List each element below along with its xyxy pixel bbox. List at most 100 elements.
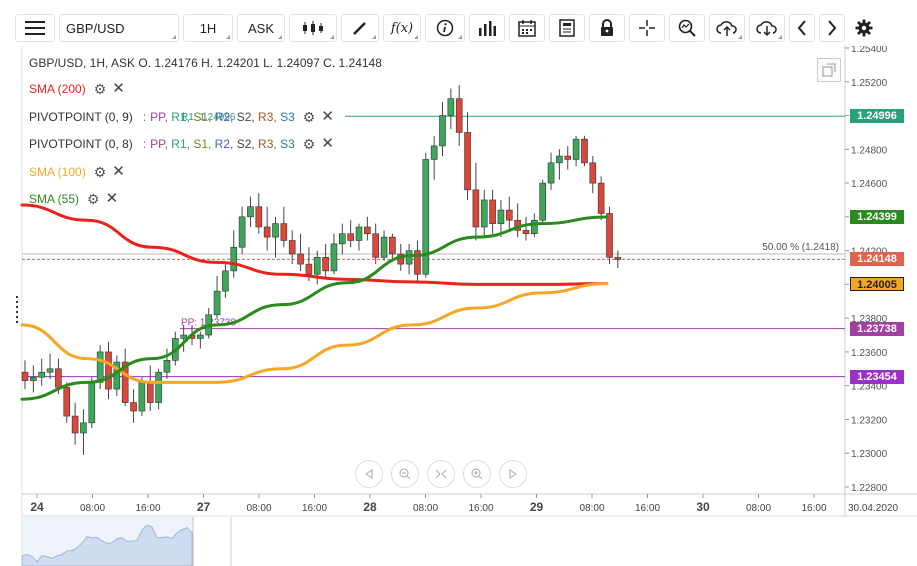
candle-body [355,226,363,241]
price-tag: 1.23738 [850,321,904,336]
gear-icon [855,19,873,37]
pivot-level-r1: R1, [171,137,194,151]
time-tick-label: 16:00 [635,503,660,514]
candle-body [46,368,54,373]
legend-sma-55: SMA (55) ⚙ ✕ [29,190,119,207]
price-tick-label: 1.25200 [851,78,888,89]
settings-button[interactable] [849,14,879,42]
sma-line [20,282,609,384]
price-tick-label: 1.23400 [851,382,888,393]
gear-icon[interactable]: ⚙ [93,81,107,97]
scroll-right-button[interactable] [819,14,845,42]
reset-zoom-icon [435,469,447,479]
symbol-label: GBP/USD [66,20,125,36]
candle-body [380,236,388,258]
timeframe-select[interactable]: 1H [183,14,233,42]
candle-body [389,236,396,255]
chart-type-button[interactable] [289,14,337,42]
candle-body [38,371,46,378]
candle-body [464,132,471,191]
candlestick-icon [303,21,323,35]
pivot-level-pp: PP, [150,137,172,151]
candle-body [447,98,455,116]
candle-body [222,270,229,292]
zoom-out-icon [399,468,411,480]
candle-body [63,387,71,417]
legend-sma-55-label: SMA (55) [29,192,80,206]
newspaper-icon [559,19,575,37]
volume-button[interactable] [469,14,505,42]
candle-body [71,415,79,434]
close-icon[interactable]: ✕ [112,163,125,180]
candle-body [414,250,421,275]
close-icon[interactable]: ✕ [321,135,334,152]
candle-body [522,230,530,235]
gear-icon[interactable]: ⚙ [93,164,107,180]
price-type-select[interactable]: ASK [237,14,285,42]
news-button[interactable] [549,14,585,42]
candle-body [364,226,371,235]
candle-body [347,233,354,241]
gear-icon[interactable]: ⚙ [87,191,100,207]
candle-body [88,382,96,424]
candle-body [130,402,137,412]
candle-body [439,115,446,147]
gear-icon[interactable]: ⚙ [302,109,316,125]
info-button[interactable] [425,14,465,42]
time-tick-label: 08:00 [746,503,771,514]
hamburger-icon [25,21,45,35]
pivot-level-r3: R3, [258,110,281,124]
candle-body [146,382,154,403]
zoom-in-button[interactable] [463,460,491,488]
time-tick-label: 16:00 [302,503,327,514]
candle-body [330,243,338,272]
calendar-button[interactable] [509,14,545,42]
pivot-level-r2: R2, [214,137,237,151]
candle-body [597,182,605,214]
lock-button[interactable] [589,14,625,42]
triangle-left-icon [365,469,373,479]
pivot-level-s1: S1, [193,110,215,124]
candle-body [247,206,254,218]
candle-body [197,334,204,339]
sma-line [20,215,609,401]
candle-body [489,199,496,224]
scroll-forward-button[interactable] [499,460,527,488]
price-chart[interactable]: 1.254001.252001.250001.248001.246001.244… [15,46,917,566]
draw-tool-button[interactable] [341,14,379,42]
fullscreen-button[interactable] [817,58,841,82]
indicators-button[interactable]: f(x) [383,14,421,42]
reset-button[interactable] [427,460,455,488]
candle-body [30,376,37,381]
pivot-level-r1: R1, [171,110,194,124]
time-tick-label: 29 [530,500,544,514]
symbol-select[interactable]: GBP/USD [59,14,179,42]
pencil-icon [353,22,366,35]
price-tag: 1.24148 [850,252,904,267]
scroll-back-button[interactable] [355,460,383,488]
candle-body [505,209,513,221]
function-icon: f(x) [390,20,414,36]
time-tick-label: 08:00 [80,503,105,514]
close-icon[interactable]: ✕ [321,108,334,125]
pivot-level-s3: S3 [280,137,295,151]
candle-body [322,257,329,272]
close-icon[interactable]: ✕ [105,190,119,207]
timeframe-label: 1H [199,20,217,36]
cloud-upload-button[interactable] [709,14,745,42]
zoom-button[interactable] [669,14,705,42]
menu-button[interactable] [15,14,55,42]
price-tag: 1.24996 [850,109,904,124]
legend-pivot-8-label: PIVOTPOINT (0, 8) [29,137,133,151]
candle-body [589,162,597,184]
gear-icon[interactable]: ⚙ [302,136,316,152]
scroll-left-button[interactable] [789,14,815,42]
price-tag: 1.24005 [850,276,904,291]
cloud-download-button[interactable] [749,14,785,42]
zoom-out-button[interactable] [391,460,419,488]
chart-area[interactable]: 1.254001.252001.250001.248001.246001.244… [15,46,917,566]
price-tag: 1.23454 [850,369,904,384]
pivot-level-r2: R2, [214,110,237,124]
close-icon[interactable]: ✕ [112,80,125,97]
crosshair-button[interactable] [629,14,665,42]
